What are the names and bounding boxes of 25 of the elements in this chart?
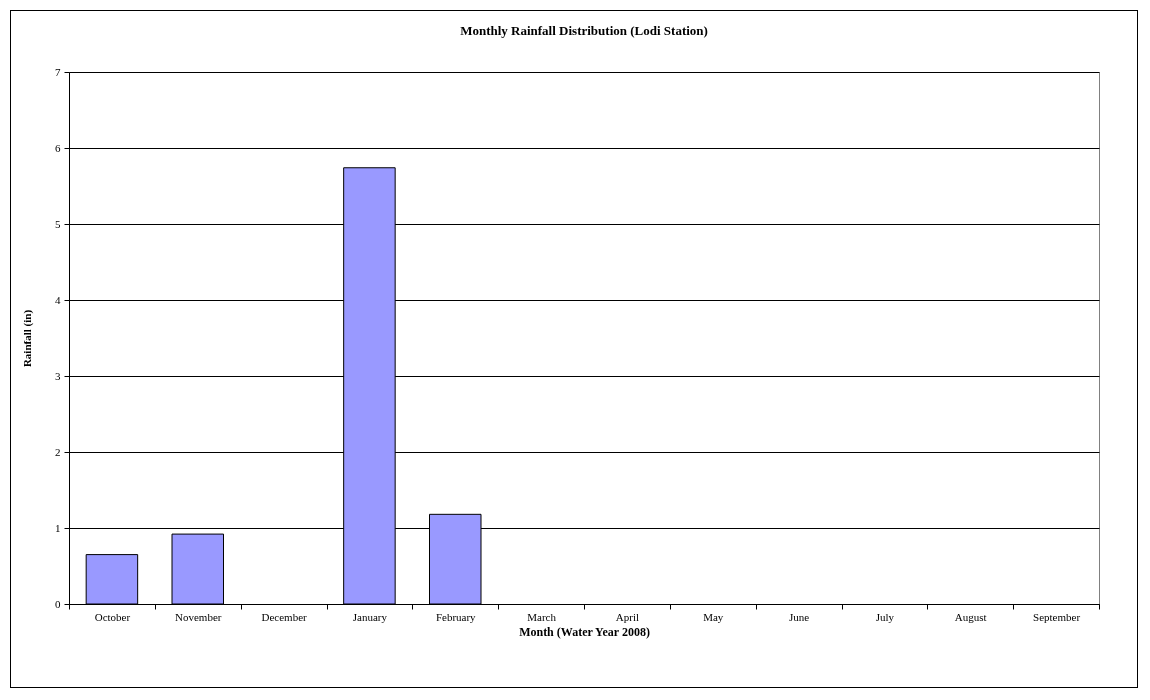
chart-title: Monthly Rainfall Distribution (Lodi Station) [460,23,708,38]
y-tick-label: 5 [55,217,61,230]
x-tick-label: May [703,610,724,623]
y-axis-title: Rainfall (in) [21,309,34,368]
bar [85,554,139,605]
y-tick-label: 3 [55,369,61,382]
x-tick-label: November [175,610,222,623]
bar [171,533,224,605]
y-tick-label: 4 [55,293,61,306]
y-tick-label: 2 [55,445,61,458]
x-tick-label: October [94,610,131,623]
x-tick-label: July [875,610,895,623]
y-tick-label: 7 [55,65,61,78]
x-tick-label: March [527,610,557,623]
x-tick-label: September [1033,610,1081,623]
x-tick-label: August [954,610,987,623]
y-tick-label: 1 [55,521,61,534]
x-tick-label: January [352,610,388,623]
x-tick-label: December [261,610,308,623]
x-axis-title: Month (Water Year 2008) [519,624,650,639]
x-tick-label: April [615,610,640,623]
x-tick-label: February [435,610,477,623]
y-tick-label: 0 [55,597,61,610]
y-tick-label: 6 [55,141,61,154]
x-tick-label: June [789,610,810,623]
